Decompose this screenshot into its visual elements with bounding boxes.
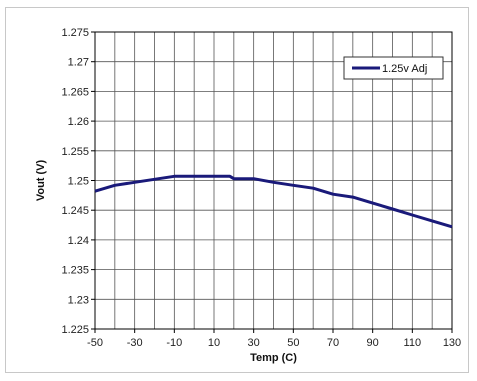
y-tick-label: 1.225 xyxy=(61,324,89,336)
series-group xyxy=(94,174,453,229)
x-tick-label: 10 xyxy=(208,337,220,349)
y-tick-label: 1.255 xyxy=(61,146,89,158)
x-tick-label: 70 xyxy=(327,337,339,349)
y-tick-label: 1.24 xyxy=(68,235,89,247)
x-tick-label: 110 xyxy=(404,337,422,349)
legend-label: 1.25v Adj xyxy=(382,63,427,75)
x-tick-label: -10 xyxy=(166,337,182,349)
x-tick-label: 50 xyxy=(287,337,299,349)
y-tick-label: 1.27 xyxy=(68,57,89,69)
x-axis-label: Temp (C) xyxy=(250,352,297,364)
y-axis-ticks: 1.225 1.23 1.235 1.24 1.245 1.25 1.255 1.26 1.26… xyxy=(61,27,95,336)
series-line-0 xyxy=(94,174,453,229)
x-tick-label: 90 xyxy=(367,337,379,349)
y-tick-label: 1.26 xyxy=(68,116,89,128)
grid xyxy=(95,32,452,329)
y-tick-label: 1.265 xyxy=(61,86,89,98)
legend-box xyxy=(343,56,444,80)
x-tick-label: -30 xyxy=(127,337,143,349)
x-tick-label: 30 xyxy=(248,337,260,349)
x-tick-label: -50 xyxy=(87,337,103,349)
x-axis-ticks: -50 -30 -10 10 30 50 70 90 110 130 xyxy=(87,329,461,349)
y-tick-label: 1.25 xyxy=(68,176,89,188)
x-tick-label: 130 xyxy=(443,337,461,349)
y-tick-label: 1.275 xyxy=(61,27,89,39)
y-tick-label: 1.245 xyxy=(61,205,89,217)
legend: 1.25v Adj xyxy=(343,56,444,80)
y-tick-label: 1.23 xyxy=(68,294,89,306)
y-axis-label: Vout (V) xyxy=(35,159,47,201)
y-tick-label: 1.235 xyxy=(61,265,89,277)
